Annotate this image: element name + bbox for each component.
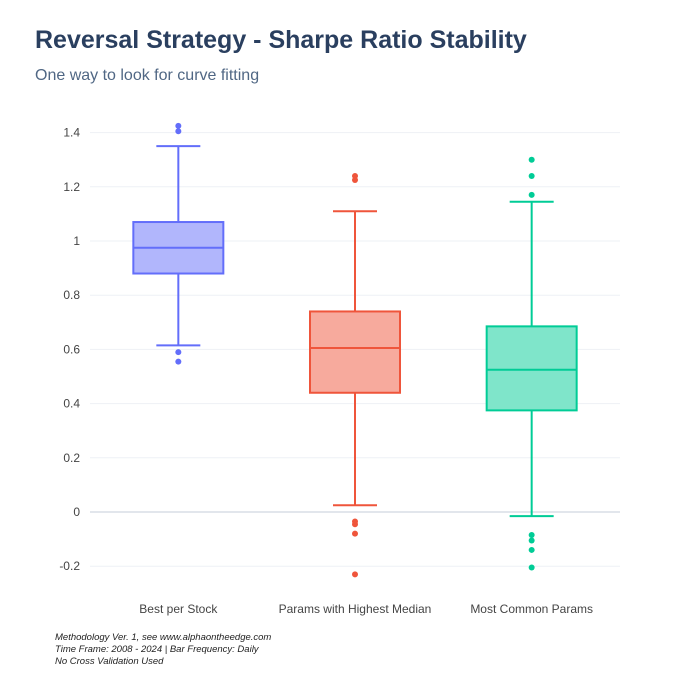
y-tick-label: 0.6 (63, 342, 80, 356)
x-tick-label: Params with Highest Median (279, 602, 432, 616)
y-tick-label: 0 (73, 505, 80, 519)
outlier-point (175, 128, 182, 135)
box-iqr (309, 310, 401, 394)
outlier-point (352, 530, 358, 537)
footnotes: Methodology Ver. 1, see www.alphaontheed… (55, 632, 271, 668)
footnote-time-frame: Time Frame: 2008 - 2024 | Bar Frequency:… (55, 644, 259, 655)
outlier-point (175, 349, 182, 356)
x-tick-label: Most Common Params (470, 602, 593, 616)
outlier-point (528, 156, 535, 163)
y-tick-label: 1 (73, 234, 80, 248)
outlier-point (175, 122, 182, 129)
outlier-point (352, 571, 358, 578)
y-tick-label: -0.2 (59, 559, 80, 573)
y-tick-label: 0.2 (63, 451, 80, 465)
outlier-point (528, 532, 535, 539)
y-tick-label: 0.4 (63, 397, 80, 411)
chart-subtitle: One way to look for curve fitting (35, 67, 260, 84)
y-tick-label: 1.2 (63, 180, 80, 194)
y-tick-label: 0.8 (63, 288, 80, 302)
outlier-point (352, 172, 358, 179)
outlier-point (528, 546, 535, 553)
x-tick-label: Best per Stock (139, 602, 218, 616)
outlier-point (528, 564, 535, 571)
box-iqr (485, 325, 578, 412)
outlier-point (528, 537, 535, 544)
footnote-methodology: Methodology Ver. 1, see www.alphaontheed… (55, 632, 272, 643)
footnote-cross-validation: No Cross Validation Used (55, 656, 164, 667)
outlier-point (175, 358, 182, 365)
chart-title: Reversal Strategy - Sharpe Ratio Stabili… (35, 26, 527, 54)
y-tick-label: 1.4 (63, 126, 80, 140)
outlier-point (528, 191, 535, 198)
outlier-point (528, 172, 535, 179)
outlier-point (352, 518, 358, 525)
